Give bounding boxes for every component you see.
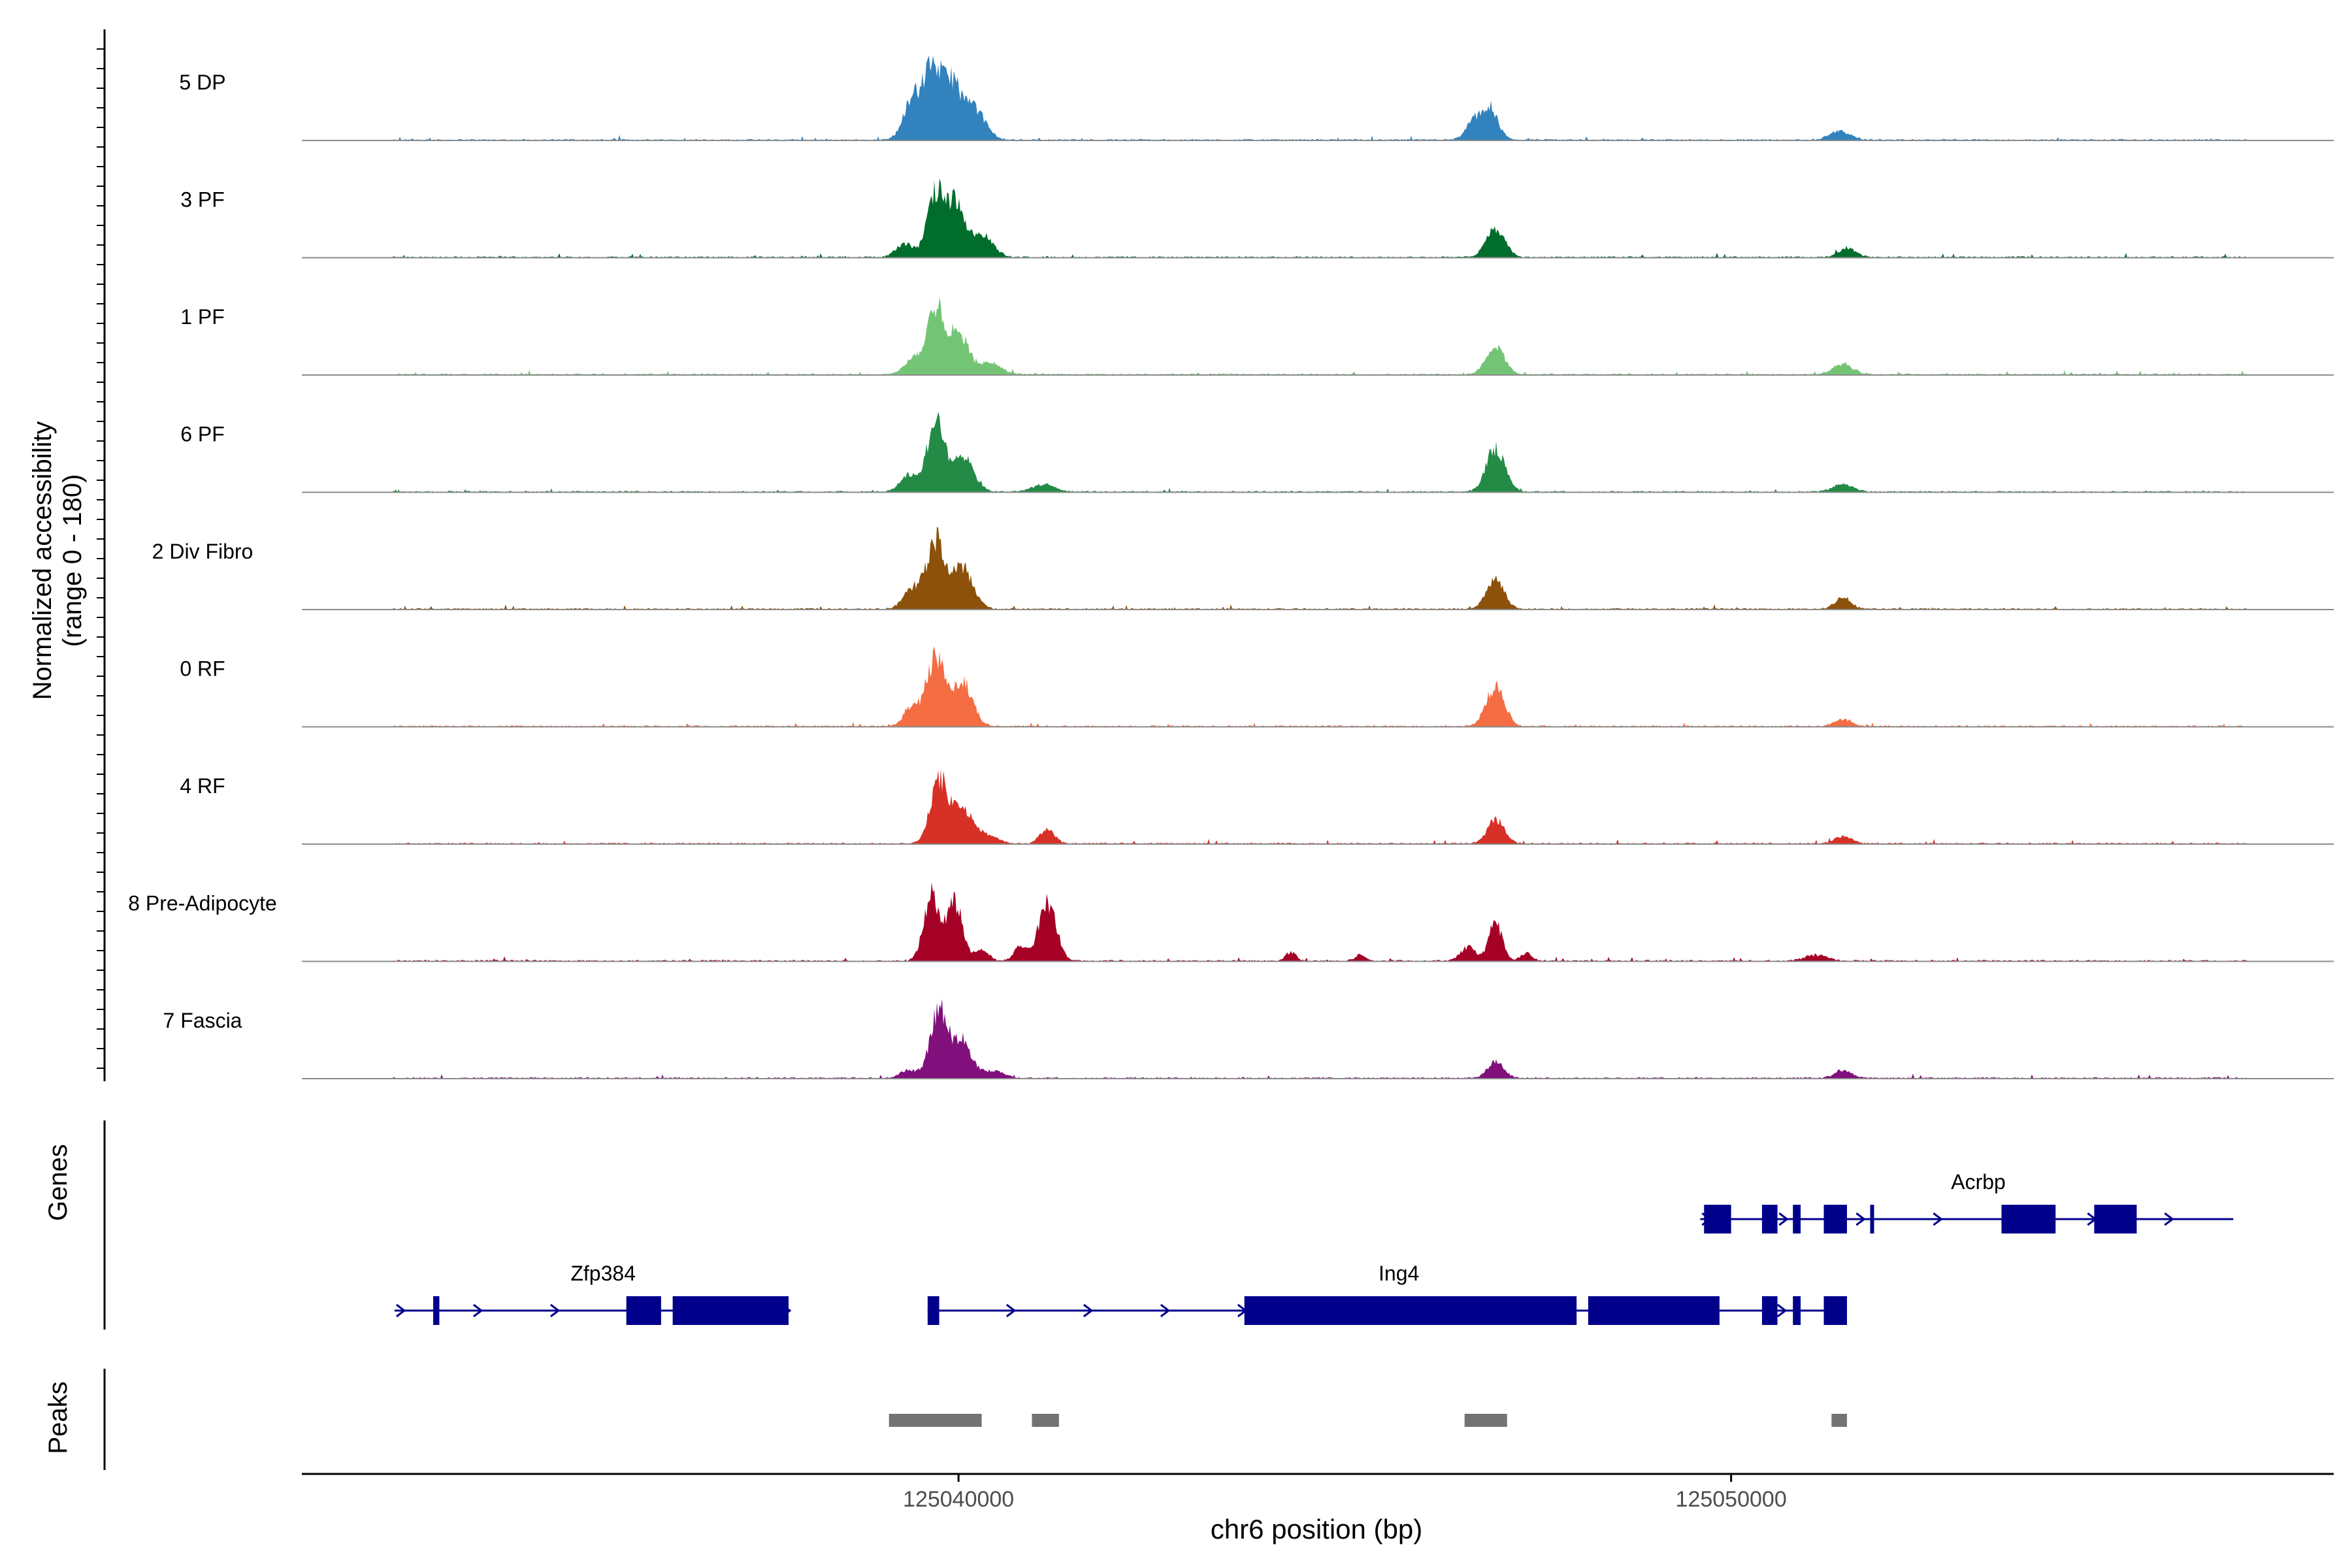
gene-ing4: Ing4	[927, 1262, 1848, 1325]
strand-arrow	[1933, 1212, 1943, 1226]
genes-panel: Zfp384 Ing4 Acrbp	[103, 1120, 2234, 1330]
peak-region	[1831, 1414, 1848, 1427]
track-3-pf: 3 PF	[180, 178, 2334, 259]
gene-zfp384: Zfp384	[394, 1262, 792, 1325]
y-axis-label-line2: (range 0 - 180)	[58, 474, 87, 647]
strand-arrow	[1160, 1303, 1171, 1318]
track-label: 3 PF	[180, 188, 225, 212]
gene-exon	[433, 1296, 440, 1325]
track-label: 8 Pre-Adipocyte	[128, 892, 277, 915]
gene-label: Zfp384	[570, 1262, 636, 1285]
coverage-tracks: 5 DP 3 PF 1 PF 6 PF 2 Div Fibro 0 RF 4 RF 8 Pre…	[97, 29, 2334, 1081]
track-coverage-area	[302, 646, 2334, 727]
strand-arrow	[1083, 1303, 1094, 1318]
x-tick-label: 125040000	[903, 1487, 1014, 1512]
track-label: 6 PF	[180, 423, 225, 446]
x-axis-label: chr6 position (bp)	[1211, 1514, 1423, 1544]
y-axis-label-line1: Normalized accessibility	[28, 421, 57, 700]
track-coverage-area	[302, 297, 2334, 375]
gene-exon	[1704, 1205, 1731, 1233]
gene-exon	[1793, 1205, 1801, 1233]
gene-label: Ing4	[1379, 1262, 1419, 1285]
track-label: 1 PF	[180, 305, 225, 329]
gene-exon	[626, 1296, 661, 1325]
track-4-rf: 4 RF	[180, 768, 2334, 845]
track-0-rf: 0 RF	[180, 646, 2334, 728]
track-label: 0 RF	[180, 657, 225, 681]
track-label: 7 Fascia	[163, 1009, 242, 1032]
track-coverage-area	[302, 527, 2334, 610]
gene-exon	[1244, 1296, 1577, 1325]
track-coverage-area	[302, 56, 2334, 140]
x-axis: 125040000 125050000	[302, 1473, 2334, 1512]
track-coverage-area	[302, 768, 2334, 844]
strand-arrow	[2164, 1212, 2174, 1226]
strand-arrow	[1776, 1303, 1788, 1318]
gene-exon	[672, 1296, 789, 1325]
peak-region	[1464, 1414, 1507, 1427]
genes-panel-label: Genes	[44, 1144, 73, 1221]
track-coverage-area	[302, 882, 2334, 962]
track-6-pf: 6 PF	[180, 412, 2334, 493]
track-coverage-area	[302, 998, 2334, 1079]
gene-exon	[1793, 1296, 1801, 1325]
gene-exon	[1823, 1205, 1848, 1233]
gene-exon	[1823, 1296, 1848, 1325]
gene-acrbp: Acrbp	[1700, 1170, 2234, 1233]
gene-exon	[927, 1296, 939, 1325]
peaks-panel	[103, 1369, 1848, 1470]
gene-exon	[1761, 1296, 1778, 1325]
gene-exon	[1761, 1205, 1778, 1233]
track-5-dp: 5 DP	[179, 56, 2334, 141]
track-label: 2 Div Fibro	[152, 540, 253, 563]
strand-arrow	[473, 1303, 483, 1318]
strand-arrow	[1778, 1212, 1789, 1226]
gene-exon	[1870, 1205, 1874, 1233]
x-tick-label: 125050000	[1676, 1487, 1787, 1512]
strand-arrow	[1005, 1303, 1017, 1318]
strand-arrow	[550, 1303, 561, 1318]
track-label: 4 RF	[180, 774, 225, 798]
track-7-fascia: 7 Fascia	[163, 998, 2334, 1079]
peak-region	[1032, 1414, 1059, 1427]
gene-exon	[2094, 1205, 2137, 1233]
gene-exon	[1588, 1296, 1720, 1325]
peaks-panel-label: Peaks	[44, 1381, 73, 1454]
track-8-pre-adipocyte: 8 Pre-Adipocyte	[128, 882, 2334, 962]
track-coverage-area	[302, 412, 2334, 493]
gene-label: Acrbp	[1951, 1170, 2006, 1194]
track-label: 5 DP	[179, 71, 225, 94]
peak-region	[889, 1414, 982, 1427]
track-2-div-fibro: 2 Div Fibro	[152, 527, 2334, 610]
track-1-pf: 1 PF	[180, 297, 2334, 376]
gene-exon	[2001, 1205, 2056, 1233]
track-coverage-area	[302, 178, 2334, 258]
strand-arrow	[396, 1303, 406, 1318]
strand-arrow	[1855, 1212, 1866, 1226]
